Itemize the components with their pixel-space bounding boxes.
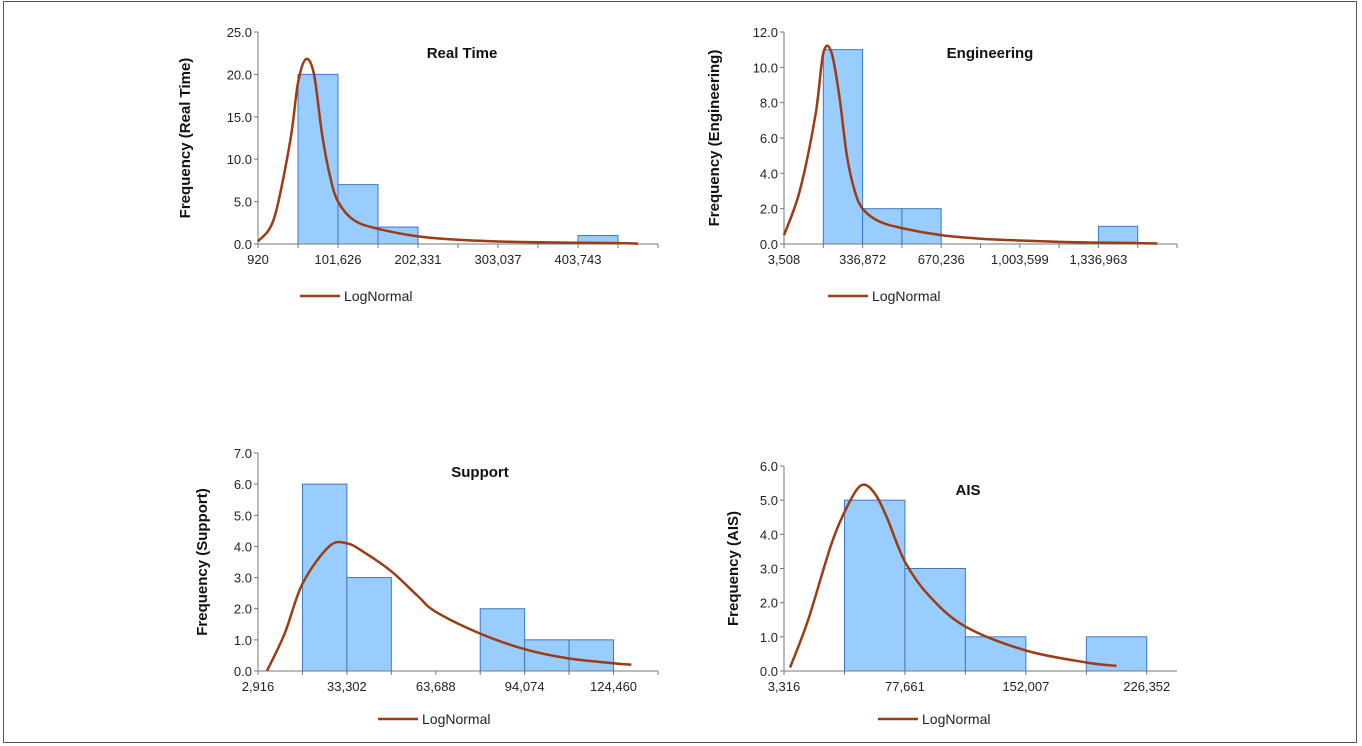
y-tick-label: 2.0 — [234, 602, 252, 617]
x-tick-label: 2,916 — [242, 679, 275, 694]
legend-label: LogNormal — [872, 288, 940, 304]
y-tick-label: 4.0 — [760, 527, 778, 542]
chart-panel: 0.0 2.0 4.0 6.0 8.0 10.0 12.0 3,508 336,872 670,2… — [706, 25, 1178, 304]
y-tick-label: 0.0 — [760, 664, 778, 679]
y-tick-label: 3.0 — [234, 571, 252, 586]
histogram-bar — [822, 49, 864, 245]
x-tick-label: 3,316 — [768, 679, 801, 694]
histogram-bar — [346, 577, 392, 672]
chart-title: Support — [451, 464, 509, 481]
y-axis-label: Frequency (Engineering) — [706, 50, 723, 227]
histogram-bar — [568, 639, 615, 672]
y-tick-label: 4.0 — [760, 166, 778, 181]
histogram-bar — [843, 499, 906, 672]
y-tick-label: 1.0 — [760, 630, 778, 645]
histogram-bar — [964, 636, 1027, 672]
histogram-bar — [901, 208, 942, 245]
y-tick-label: 5.0 — [234, 195, 252, 210]
y-axis-label: Frequency (AIS) — [725, 511, 742, 626]
x-tick-label: 152,007 — [1002, 679, 1049, 694]
lognormal-curve — [256, 57, 639, 245]
y-axis-label: Frequency (Support) — [194, 488, 211, 636]
lognormal-curve — [782, 44, 1158, 245]
histogram-bar — [337, 184, 379, 245]
y-tick-label: 0.0 — [234, 664, 252, 679]
chart-title: Engineering — [947, 45, 1034, 62]
y-axis-label: Frequency (Real Time) — [177, 58, 194, 219]
x-tick-label: 336,872 — [839, 252, 886, 267]
x-tick-label: 202,331 — [395, 252, 442, 267]
y-tick-label: 7.0 — [234, 446, 252, 461]
y-tick-label: 25.0 — [227, 25, 252, 40]
y-tick-label: 6.0 — [760, 131, 778, 146]
chart-panel: 0.0 5.0 10.0 15.0 20.0 25.0 920 101,626 202,331 3… — [177, 25, 659, 304]
y-tick-label: 2.0 — [760, 202, 778, 217]
x-tick-label: 1,003,599 — [991, 252, 1049, 267]
x-tick-label: 403,743 — [555, 252, 602, 267]
y-tick-label: 6.0 — [760, 459, 778, 474]
x-tick-label: 33,302 — [327, 679, 367, 694]
histogram-bar — [301, 483, 348, 672]
y-tick-label: 8.0 — [760, 96, 778, 111]
chart-title: AIS — [955, 482, 980, 499]
y-tick-label: 3.0 — [760, 562, 778, 577]
x-tick-label: 303,037 — [475, 252, 522, 267]
x-tick-label: 3,508 — [768, 252, 801, 267]
x-tick-label: 920 — [247, 252, 269, 267]
x-tick-label: 124,460 — [590, 679, 637, 694]
y-tick-label: 0.0 — [760, 237, 778, 252]
chart-panel: 0.0 1.0 2.0 3.0 4.0 5.0 6.0 7.0 2,916 33,302 63,68… — [194, 446, 659, 727]
y-tick-label: 0.0 — [234, 237, 252, 252]
lognormal-curve — [788, 483, 1117, 669]
chart-panel: 0.0 1.0 2.0 3.0 4.0 5.0 6.0 3,316 77,661 152,007 2… — [725, 459, 1177, 727]
x-tick-label: 94,074 — [505, 679, 545, 694]
y-tick-label: 20.0 — [227, 67, 252, 82]
x-tick-label: 1,336,963 — [1069, 252, 1127, 267]
x-tick-label: 226,352 — [1123, 679, 1170, 694]
y-tick-label: 15.0 — [227, 110, 252, 125]
legend-label: LogNormal — [344, 288, 412, 304]
y-tick-label: 6.0 — [234, 477, 252, 492]
y-tick-label: 4.0 — [234, 539, 252, 554]
figure-frame — [3, 1, 1357, 743]
lognormal-curve — [265, 540, 632, 672]
x-tick-label: 77,661 — [885, 679, 925, 694]
legend-label: LogNormal — [922, 711, 990, 727]
y-tick-label: 10.0 — [753, 60, 778, 75]
chart-title: Real Time — [427, 45, 498, 62]
legend-label: LogNormal — [422, 711, 490, 727]
y-tick-label: 5.0 — [234, 508, 252, 523]
y-tick-label: 12.0 — [753, 25, 778, 40]
y-tick-label: 10.0 — [227, 152, 252, 167]
histogram-bar — [1085, 636, 1148, 672]
y-tick-label: 2.0 — [760, 596, 778, 611]
y-tick-label: 1.0 — [234, 633, 252, 648]
x-tick-label: 63,688 — [416, 679, 456, 694]
y-tick-label: 5.0 — [760, 493, 778, 508]
histogram-bar — [1097, 225, 1139, 245]
x-tick-label: 670,236 — [918, 252, 965, 267]
x-tick-label: 101,626 — [315, 252, 362, 267]
histogram-bar — [479, 608, 526, 672]
